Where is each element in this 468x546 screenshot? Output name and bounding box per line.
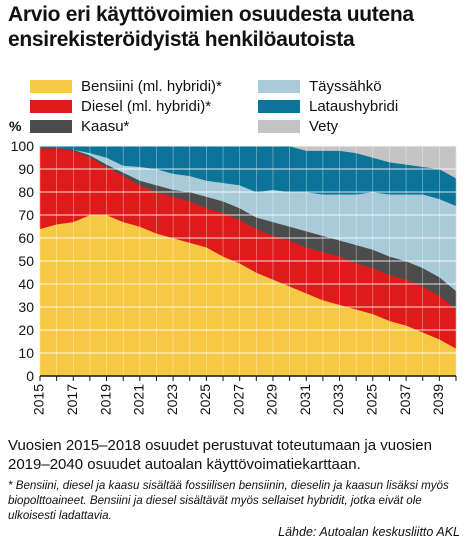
stacked-area-chart: 0 10 20 30 40 50 60 70 80 90 100 2015 2017 2019 2021 20… xyxy=(11,138,457,415)
x-tick-label: 2033 xyxy=(330,384,346,415)
x-tick-label: 2037 xyxy=(397,384,413,415)
chart-note: Vuosien 2015–2018 osuudet perustuvat tot… xyxy=(8,437,432,473)
x-tick-label: 2027 xyxy=(230,384,246,415)
y-tick-label: 60 xyxy=(18,230,34,246)
legend-item-kaasu: Kaasu* xyxy=(30,116,129,136)
legend-item-lataushybridi: Lataushybridi xyxy=(258,96,398,116)
legend-item-bensiini: Bensiini (ml. hybridi)* xyxy=(30,76,222,96)
legend-label: Täyssähkö xyxy=(309,77,382,95)
chart-title: Arvio eri käyttövoimien osuudesta uutena… xyxy=(8,3,414,51)
y-tick-label: 80 xyxy=(18,184,34,200)
y-tick-label: 90 xyxy=(18,161,34,177)
y-tick-label: 20 xyxy=(18,322,34,338)
y-axis-unit: % xyxy=(9,118,22,134)
legend-swatch xyxy=(258,119,300,133)
legend-label: Lataushybridi xyxy=(309,97,399,115)
x-tick-label: 2031 xyxy=(297,384,313,415)
x-tick-label: 2015 xyxy=(31,384,47,415)
y-tick-label: 70 xyxy=(18,207,34,223)
y-tick-label: 50 xyxy=(18,253,34,269)
legend-item-tayssahko: Täyssähkö xyxy=(258,76,382,96)
x-tick-label: 2025 xyxy=(364,384,380,415)
legend-label: Bensiini (ml. hybridi)* xyxy=(81,77,222,95)
x-tick-label: 2029 xyxy=(264,384,280,415)
legend-label: Diesel (ml. hybridi)* xyxy=(81,97,212,115)
chart-source: Lähde: Autoalan keskusliitto AKL xyxy=(278,525,460,539)
legend-swatch xyxy=(30,79,72,93)
chart-footnote: * Bensiini, diesel ja kaasu sisältää fos… xyxy=(8,479,449,522)
x-tick-label: 2017 xyxy=(64,384,80,415)
x-tick-label: 2039 xyxy=(430,384,446,415)
x-tick-label: 2025 xyxy=(197,384,213,415)
x-tick-label: 2021 xyxy=(131,384,147,415)
x-tick-label: 2019 xyxy=(97,384,113,415)
legend-swatch xyxy=(30,119,72,133)
y-tick-label: 10 xyxy=(18,345,34,361)
legend-swatch xyxy=(258,99,300,113)
legend-label: Kaasu* xyxy=(81,117,130,135)
legend-item-diesel: Diesel (ml. hybridi)* xyxy=(30,96,211,116)
y-tick-label: 40 xyxy=(18,276,34,292)
chart-legend: Bensiini (ml. hybridi)* Diesel (ml. hybr… xyxy=(30,76,460,136)
y-tick-label: 0 xyxy=(26,368,34,384)
y-tick-label: 100 xyxy=(11,138,35,154)
legend-item-vety: Vety xyxy=(258,116,338,136)
legend-swatch xyxy=(258,79,300,93)
y-tick-label: 30 xyxy=(18,299,34,315)
legend-swatch xyxy=(30,99,72,113)
legend-label: Vety xyxy=(309,117,339,135)
x-tick-label: 2023 xyxy=(164,384,180,415)
